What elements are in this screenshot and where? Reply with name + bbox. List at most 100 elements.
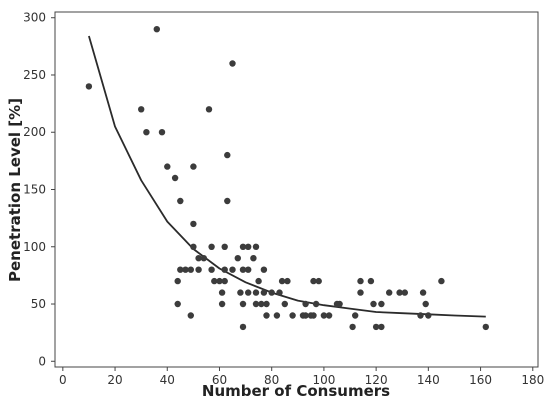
data-point — [229, 266, 236, 273]
data-point — [237, 289, 244, 296]
data-point — [195, 266, 202, 273]
plot-frame — [54, 11, 539, 368]
data-point — [312, 300, 320, 308]
data-point — [352, 312, 359, 319]
data-point — [205, 106, 213, 113]
data-point — [195, 255, 202, 262]
x-tick-label: 180 — [521, 373, 544, 387]
data-point — [284, 277, 291, 285]
x-tick-label: 60 — [212, 373, 227, 387]
data-point — [276, 289, 283, 296]
data-point — [372, 323, 380, 331]
data-point — [190, 243, 197, 250]
data-point — [252, 243, 260, 250]
data-point — [378, 300, 385, 308]
data-point — [239, 243, 247, 250]
data-point — [281, 300, 288, 308]
y-tick-label: 50 — [31, 297, 46, 311]
y-axis-ticks: 0 50 100 150 200 250 300 — [23, 11, 55, 368]
data-point — [239, 300, 247, 308]
data-point — [245, 266, 252, 273]
data-point — [171, 174, 179, 182]
data-point — [234, 255, 241, 262]
data-point — [482, 323, 489, 331]
x-tick-label: 40 — [160, 373, 175, 387]
data-point — [310, 312, 317, 319]
data-point — [438, 277, 445, 285]
data-point — [357, 289, 364, 296]
y-tick-label: 150 — [23, 183, 46, 197]
data-point — [177, 266, 184, 273]
data-point — [289, 312, 296, 319]
y-tick-label: 250 — [23, 68, 46, 82]
data-point — [138, 106, 145, 113]
data-point — [370, 300, 377, 308]
data-point — [229, 60, 236, 67]
data-point — [273, 312, 281, 319]
data-point — [221, 243, 228, 250]
fit-curve-group — [88, 35, 486, 318]
data-point — [85, 83, 93, 90]
data-point — [278, 277, 286, 285]
data-point — [239, 323, 247, 331]
data-point — [211, 277, 218, 285]
data-point — [325, 312, 333, 319]
data-point — [221, 277, 228, 285]
x-tick-label: 100 — [312, 373, 335, 387]
data-point — [190, 163, 197, 170]
data-point — [310, 277, 317, 285]
data-point — [252, 300, 260, 308]
y-tick-label: 200 — [23, 125, 46, 139]
data-point — [378, 323, 385, 331]
data-point — [239, 266, 247, 273]
data-point — [268, 289, 275, 296]
data-point — [143, 129, 150, 136]
data-point — [182, 266, 189, 273]
data-point — [425, 312, 432, 319]
data-points — [85, 26, 489, 331]
x-tick-label: 160 — [469, 373, 492, 387]
data-point — [302, 312, 309, 319]
x-axis-title: Number of Consumers — [202, 382, 390, 400]
data-point — [208, 243, 215, 250]
data-point — [302, 300, 309, 308]
data-point — [200, 255, 207, 262]
x-tick-label: 0 — [59, 373, 67, 387]
data-point — [367, 277, 375, 285]
x-tick-label: 20 — [107, 373, 122, 387]
data-point — [174, 277, 181, 285]
data-point — [245, 243, 252, 250]
x-tick-label: 140 — [417, 373, 440, 387]
data-point — [187, 312, 194, 319]
y-tick-label: 0 — [38, 354, 46, 368]
data-point — [208, 266, 215, 273]
data-point — [349, 323, 356, 331]
x-tick-label: 120 — [365, 373, 388, 387]
fit-curve — [88, 35, 486, 318]
data-point — [417, 312, 424, 319]
data-point — [263, 300, 270, 308]
data-point — [422, 300, 429, 308]
y-tick-label: 100 — [23, 240, 46, 254]
data-point — [357, 277, 364, 285]
data-point — [218, 300, 226, 308]
data-point — [218, 289, 226, 296]
data-point — [419, 289, 427, 296]
y-axis-title: Penetration Level [%] — [6, 98, 24, 282]
data-point — [396, 289, 403, 296]
data-point — [263, 312, 270, 319]
data-point — [224, 151, 231, 159]
data-point — [174, 300, 181, 308]
data-point — [158, 129, 166, 136]
data-point — [258, 300, 265, 308]
y-tick-label: 300 — [23, 11, 46, 25]
data-point — [224, 197, 231, 205]
data-point — [401, 289, 408, 296]
data-point — [190, 220, 197, 228]
data-point — [260, 289, 268, 296]
data-point — [245, 289, 252, 296]
data-point — [250, 255, 257, 262]
data-point — [153, 26, 160, 33]
data-point — [315, 277, 322, 285]
